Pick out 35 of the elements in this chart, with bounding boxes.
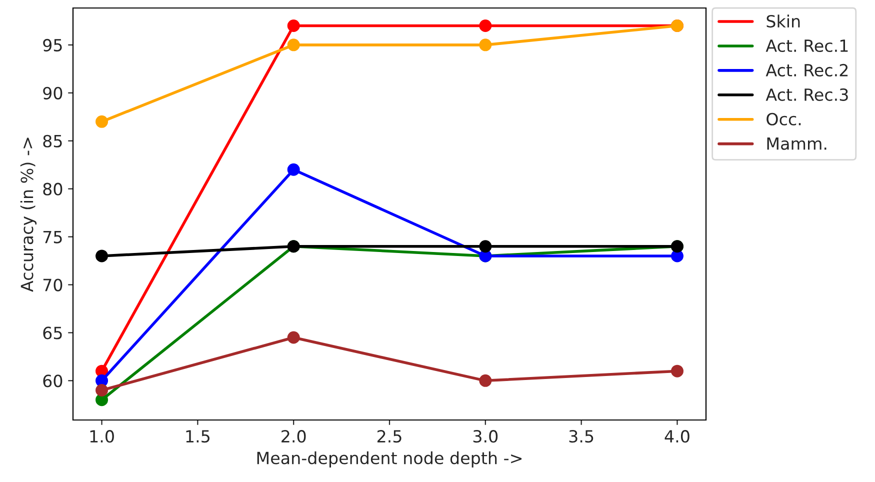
y-tick-label: 90 — [43, 86, 62, 100]
legend-label: Occ. — [766, 112, 801, 126]
y-tick-label: 70 — [43, 278, 62, 292]
x-tick-label: 3.5 — [569, 430, 594, 443]
legend-label: Mamm. — [767, 137, 826, 150]
x-tick-label: 4.0 — [664, 430, 690, 443]
y-tick-label: 75 — [43, 230, 62, 244]
point — [670, 364, 684, 378]
point — [479, 38, 492, 52]
point — [96, 250, 108, 262]
y-axis-title: Accuracy (in %) -> — [20, 138, 37, 292]
x-tick-label: 2.5 — [377, 430, 402, 443]
point — [96, 384, 108, 397]
legend-label: Skin — [766, 14, 800, 28]
x-tick-label: 1.0 — [90, 430, 114, 443]
point — [287, 38, 300, 52]
point — [287, 19, 300, 32]
y-tick-label: 80 — [43, 182, 62, 196]
x-tick-label: 2.0 — [282, 430, 306, 443]
y-tick-label: 95 — [43, 38, 62, 52]
legend-label: Act. Rec.3 — [766, 88, 848, 101]
y-tick-label: 65 — [43, 326, 62, 340]
point — [479, 240, 492, 253]
point — [479, 19, 492, 32]
point — [96, 115, 108, 128]
y-tick-label: 85 — [43, 134, 62, 148]
legend-label: Act. Rec.1 — [766, 40, 848, 52]
x-tick-label: 3.0 — [473, 430, 498, 443]
point — [287, 331, 300, 344]
x-axis-title: Mean-dependent node depth -> — [257, 451, 522, 468]
y-tick-label: 60 — [43, 374, 62, 388]
x-tick-label: 1.5 — [186, 430, 210, 443]
legend-label: Act. Rec.2 — [766, 64, 848, 76]
point — [287, 163, 300, 176]
point — [479, 374, 492, 387]
